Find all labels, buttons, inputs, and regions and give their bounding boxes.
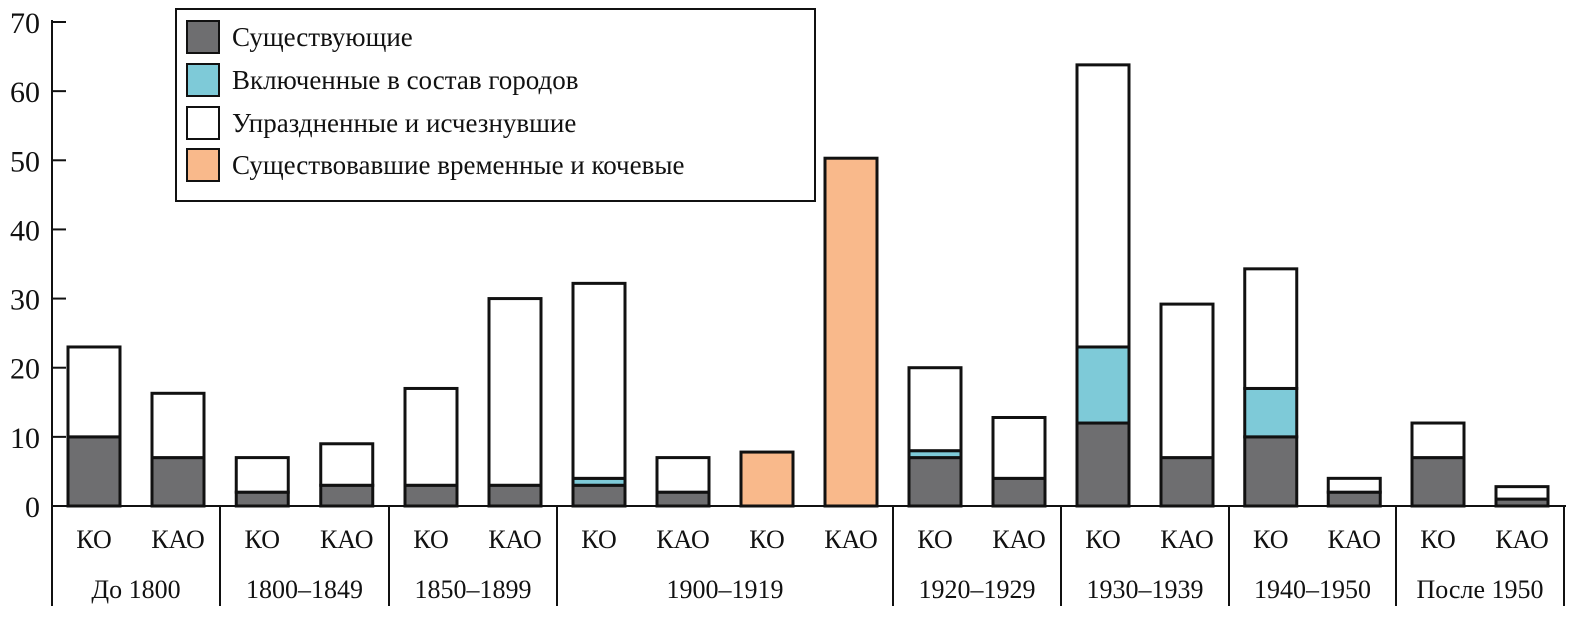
bar-segment-merged — [1075, 345, 1131, 425]
bar-segment-temporary — [739, 450, 795, 508]
bar-segment-abolished — [234, 456, 290, 494]
bar-segment-abolished — [487, 297, 543, 487]
bar-segment-abolished — [150, 391, 206, 460]
x-axis: КО КАО До 1800 КО КАО 1800–1849 КО КАО 1850–1899… — [51, 505, 1566, 606]
bar-segment-abolished — [1494, 485, 1550, 501]
x-group-label: 1940–1950 — [1254, 575, 1371, 604]
y-tick-label: 10 — [10, 422, 40, 455]
legend-swatch — [186, 63, 220, 97]
x-category-label: КАО — [656, 525, 710, 554]
bar-segment-existing — [319, 483, 375, 508]
bar-segment-existing — [1159, 456, 1215, 508]
bar-segment-existing — [1326, 490, 1382, 508]
x-category-label: КАО — [1160, 525, 1214, 554]
bar-segment-abolished — [1159, 302, 1215, 460]
legend-swatch — [186, 106, 220, 140]
bar-segment-existing — [907, 456, 963, 508]
x-category-label: КО — [76, 525, 111, 554]
x-category-label: КАО — [488, 525, 542, 554]
x-category-label: КО — [1085, 525, 1120, 554]
x-group-label: 1800–1849 — [246, 575, 363, 604]
legend-label: Существовавшие временные и кочевые — [232, 150, 685, 180]
axes: 0 10 20 30 40 50 60 70 — [10, 7, 66, 524]
bar-segment-abolished — [1410, 421, 1466, 460]
y-tick-label: 40 — [10, 214, 40, 247]
bar-segment-abolished — [403, 386, 459, 487]
legend-label: Включенные в состав городов — [232, 65, 578, 95]
bars — [66, 63, 1550, 508]
x-group-label: 1930–1939 — [1087, 575, 1204, 604]
y-tick-label: 20 — [10, 353, 40, 386]
y-tick-label: 30 — [10, 284, 40, 317]
x-category-label: КО — [1420, 525, 1455, 554]
bar-segment-abolished — [907, 366, 963, 453]
bar-segment-existing — [234, 490, 290, 508]
bar-segment-abolished — [1326, 476, 1382, 494]
bar-segment-existing — [403, 483, 459, 508]
bar-segment-merged — [1243, 386, 1299, 439]
legend-label: Упраздненные и исчезнувшие — [232, 108, 576, 138]
bar-segment-existing — [1410, 456, 1466, 508]
legend-swatch — [186, 20, 220, 54]
x-category-label: КАО — [1327, 525, 1381, 554]
legend-label: Существующие — [232, 22, 413, 52]
x-group-label: После 1950 — [1417, 575, 1544, 604]
x-category-label: КО — [917, 525, 952, 554]
bar-segment-existing — [991, 476, 1047, 508]
bar-segment-abolished — [655, 456, 711, 494]
x-category-label: КО — [581, 525, 616, 554]
bar-segment-abolished — [571, 281, 627, 480]
bar-segment-existing — [655, 490, 711, 508]
y-tick-label: 0 — [25, 491, 40, 524]
bar-segment-existing — [487, 483, 543, 508]
bar-segment-abolished — [319, 442, 375, 487]
bar-segment-existing — [66, 435, 122, 508]
bar-segment-existing — [1075, 421, 1131, 508]
x-category-label: КО — [413, 525, 448, 554]
bar-segment-abolished — [1075, 63, 1131, 349]
bar-segment-existing — [150, 456, 206, 508]
bar-segment-abolished — [66, 345, 122, 439]
x-group-label: До 1800 — [91, 575, 180, 604]
x-category-label: КО — [749, 525, 784, 554]
x-category-label: КАО — [320, 525, 374, 554]
y-tick-label: 70 — [10, 7, 40, 40]
x-category-label: КАО — [151, 525, 205, 554]
x-group-label: 1920–1929 — [919, 575, 1036, 604]
legend: Существующие Включенные в состав городов У… — [175, 8, 816, 202]
bar-segment-existing — [1243, 435, 1299, 508]
y-tick-label: 50 — [10, 145, 40, 178]
y-tick-label: 60 — [10, 76, 40, 109]
x-group-label: 1900–1919 — [667, 575, 784, 604]
x-category-label: КАО — [824, 525, 878, 554]
legend-swatch — [186, 148, 220, 182]
legend-box — [175, 8, 816, 202]
x-category-label: КО — [1253, 525, 1288, 554]
bar-segment-temporary — [823, 156, 879, 508]
bar-segment-existing — [571, 483, 627, 508]
x-category-label: КО — [245, 525, 280, 554]
bar-segment-abolished — [991, 415, 1047, 480]
x-category-label: КАО — [1495, 525, 1549, 554]
x-group-label: 1850–1899 — [415, 575, 532, 604]
x-category-label: КАО — [992, 525, 1046, 554]
bar-segment-abolished — [1243, 267, 1299, 390]
